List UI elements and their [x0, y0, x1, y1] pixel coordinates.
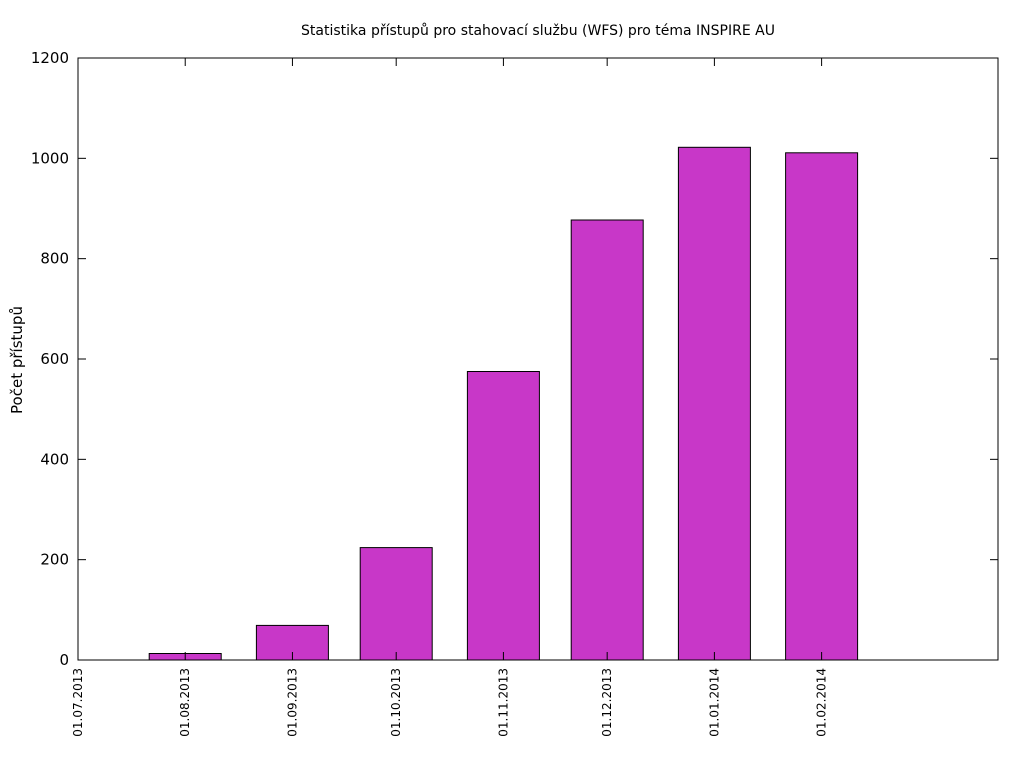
y-tick-label: 200 [40, 551, 69, 569]
x-ticks-group: 01.07.2013 01.08.2013 01.09.2013 01.10.2013… [71, 58, 829, 737]
bar-01.11.2013 [466, 371, 540, 661]
bars-group [148, 146, 859, 661]
bar-01.01.2014 [677, 146, 751, 661]
y-tick-label: 800 [40, 250, 69, 268]
y-ticks-group: 0 200 400 600 800 1000 1200 [31, 49, 998, 669]
x-tick-label: 01.07.2013 [71, 668, 85, 737]
y-tick-label: 1200 [31, 49, 69, 67]
y-tick-label: 400 [40, 450, 69, 468]
x-tick-label: 01.11.2013 [496, 668, 510, 737]
y-tick-label: 0 [59, 651, 69, 669]
y-tick-label: 600 [40, 350, 69, 368]
x-tick-label: 01.08.2013 [178, 668, 192, 737]
x-tick-label: 01.09.2013 [285, 668, 299, 737]
bar-01.02.2014 [785, 152, 859, 661]
x-tick-label: 01.01.2014 [707, 668, 721, 737]
chart-title: Statistika přístupů pro stahovací službu… [301, 23, 775, 39]
y-tick-label: 1000 [31, 149, 69, 167]
bar-01.12.2013 [570, 219, 644, 661]
x-tick-label: 01.12.2013 [600, 668, 614, 737]
x-tick-label: 01.10.2013 [389, 668, 403, 737]
x-tick-label: 01.02.2014 [815, 668, 829, 737]
y-axis-label: Počet přístupů [8, 306, 26, 414]
bar-01.10.2013 [359, 547, 433, 661]
plot-border [77, 57, 999, 661]
